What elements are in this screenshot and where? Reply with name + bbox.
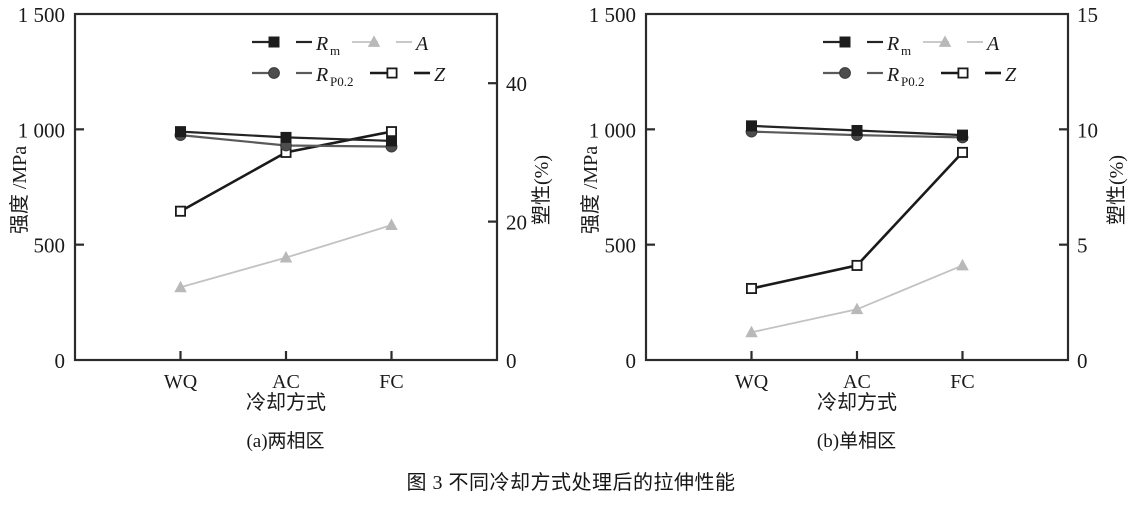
x-tick-label: WQ xyxy=(164,371,198,393)
left-tick-label: 0 xyxy=(626,349,637,373)
x-tick-label: WQ xyxy=(735,371,769,393)
right-tick-label: 20 xyxy=(506,211,527,235)
legend-label-a: A xyxy=(985,33,1000,55)
data-point-rm xyxy=(957,129,968,141)
legend-sublabel-rm: m xyxy=(330,43,340,58)
left-tick-label: 1 500 xyxy=(589,3,636,27)
legend-marker-rp02 xyxy=(839,67,851,79)
right-tick-label: 0 xyxy=(506,349,517,373)
x-axis-title-b: 冷却方式 xyxy=(817,391,897,414)
data-point-rm xyxy=(386,135,397,147)
legend-label-rm: R xyxy=(315,33,328,55)
left-tick-label: 500 xyxy=(605,234,637,258)
right-tick-label: 0 xyxy=(1077,349,1088,373)
y-axis-title-left-a: 强度 /MPa xyxy=(8,146,31,234)
y-axis-title-right-b: 塑性(%) xyxy=(1105,155,1128,225)
data-point-a xyxy=(850,302,864,315)
data-point-a xyxy=(174,280,187,293)
data-point-z xyxy=(174,205,186,217)
right-tick-label: 40 xyxy=(506,72,527,96)
subcaption-b: (b)单相区 xyxy=(816,431,897,452)
x-tick-label: FC xyxy=(379,371,403,393)
legend-label-z: Z xyxy=(1005,64,1017,86)
left-tick-label: 1 000 xyxy=(589,118,636,142)
figure-caption: 图 3 不同冷却方式处理后的拉伸性能 xyxy=(406,472,736,494)
data-point-a xyxy=(279,250,293,263)
legend-label-rm: R xyxy=(886,33,899,55)
legend-label-rp02: R xyxy=(315,64,328,86)
series-group-a xyxy=(174,126,398,293)
data-point-z xyxy=(385,126,397,138)
legend-marker-z xyxy=(957,67,969,79)
right-axis-ticks-a: 0 20 40 xyxy=(488,72,527,373)
left-tick-label: 1 500 xyxy=(18,3,65,27)
legend-label-z: Z xyxy=(434,64,446,86)
legend-marker-rm xyxy=(839,36,851,48)
data-point-a xyxy=(385,218,398,230)
subcaption-a: (a)两相区 xyxy=(246,431,325,452)
y-axis-title-left-b: 强度 /MPa xyxy=(579,146,602,234)
right-tick-label: 15 xyxy=(1077,3,1098,27)
left-axis-ticks-a: 0 500 1 000 1 500 xyxy=(18,3,84,373)
data-point-rm xyxy=(746,120,757,132)
x-tick-label: AC xyxy=(843,371,871,393)
data-point-a xyxy=(745,325,758,338)
right-tick-label: 10 xyxy=(1077,118,1098,142)
legend-label-rp02: R xyxy=(886,64,899,86)
x-tick-label: FC xyxy=(950,371,974,393)
data-point-z xyxy=(745,282,757,294)
legend-marker-z xyxy=(386,67,398,79)
legend-sublabel-rm: m xyxy=(901,43,911,58)
data-point-a xyxy=(956,258,969,271)
legend-marker-a xyxy=(938,35,952,47)
legend-label-a: A xyxy=(414,33,429,55)
x-axis-title-a: 冷却方式 xyxy=(246,391,326,414)
left-tick-label: 500 xyxy=(34,234,66,258)
left-tick-label: 0 xyxy=(55,349,66,373)
y-axis-title-right-a: 塑性(%) xyxy=(530,155,553,225)
legend-sublabel-rp02: P0.2 xyxy=(330,74,353,89)
right-axis-ticks-b: 0 5 10 15 xyxy=(1059,3,1098,373)
series-group-b xyxy=(745,120,969,338)
x-axis-ticks-b: WQ AC FC xyxy=(735,351,975,393)
legend-marker-rm xyxy=(268,36,280,48)
left-tick-label: 1 000 xyxy=(18,118,65,142)
data-point-z xyxy=(956,146,968,158)
data-point-rm xyxy=(280,131,292,143)
data-point-rm xyxy=(175,126,186,138)
right-tick-label: 5 xyxy=(1077,234,1088,258)
legend-marker-rp02 xyxy=(268,67,280,79)
x-tick-label: AC xyxy=(272,371,300,393)
x-axis-ticks-a: WQ AC FC xyxy=(164,351,404,393)
series-line-a xyxy=(751,264,963,334)
data-point-rm xyxy=(851,124,863,136)
data-point-z xyxy=(851,259,863,271)
legend-sublabel-rp02: P0.2 xyxy=(901,74,924,89)
left-axis-ticks-b: 0 500 1 000 1 500 xyxy=(589,3,655,373)
legend-marker-a xyxy=(367,35,381,47)
